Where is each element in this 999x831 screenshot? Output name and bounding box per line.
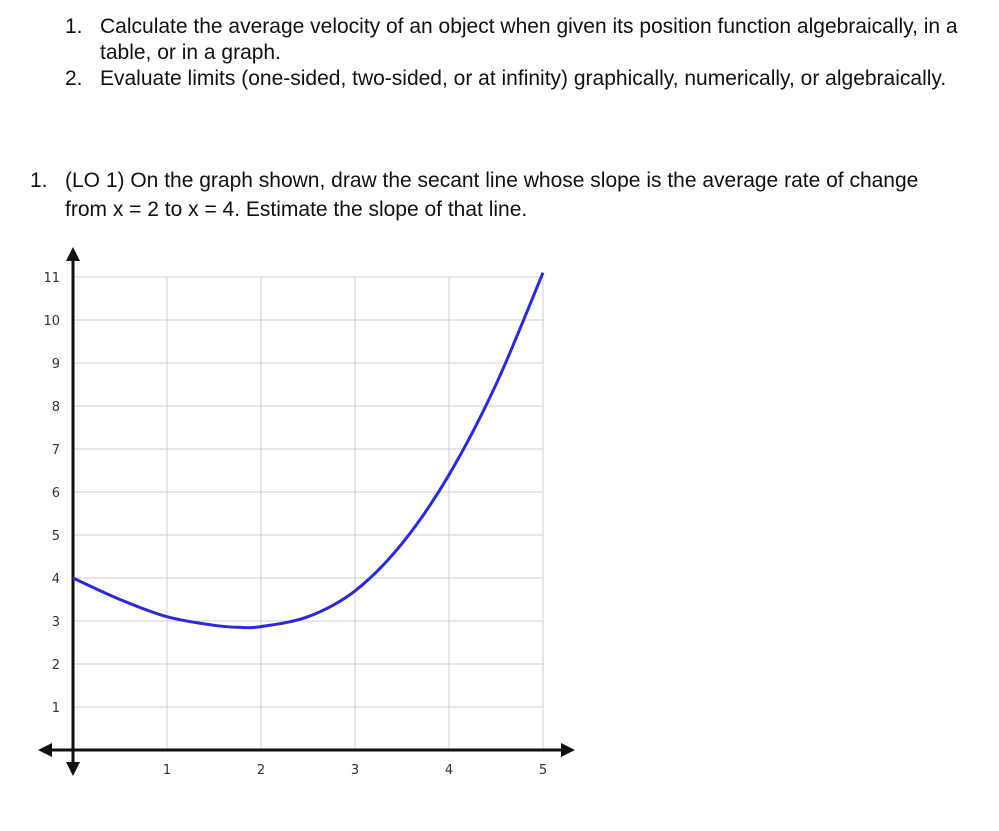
tick-labels: 1 2 3 4 5 1 2 3 4 5 6 7 8 9 10 11 — [43, 271, 547, 778]
objective-item: 1. Calculate the average velocity of an … — [65, 14, 965, 66]
y-tick-label: 5 — [52, 529, 60, 544]
x-tick-label: 3 — [351, 763, 359, 778]
y-tick-label: 10 — [43, 314, 60, 329]
objective-text: Evaluate limits (one-sided, two-sided, o… — [100, 67, 947, 90]
x-axis-arrow-left — [38, 743, 52, 757]
x-axis-arrow-right — [561, 743, 575, 757]
y-tick-label: 8 — [52, 400, 60, 415]
x-tick-label: 4 — [445, 763, 453, 778]
graph-axes — [38, 247, 575, 776]
x-tick-label: 5 — [539, 763, 547, 778]
y-tick-label: 4 — [52, 572, 60, 587]
y-tick-label: 9 — [52, 357, 60, 372]
objective-text: Calculate the average velocity of an obj… — [100, 15, 958, 64]
x-tick-label: 2 — [257, 763, 265, 778]
y-tick-label: 2 — [52, 658, 60, 673]
y-axis-arrow-down — [66, 762, 80, 776]
y-tick-label: 3 — [52, 615, 60, 630]
y-tick-label: 1 — [52, 701, 60, 716]
learning-objectives-list: 1. Calculate the average velocity of an … — [65, 14, 965, 92]
objective-item: 2. Evaluate limits (one-sided, two-sided… — [65, 66, 965, 92]
y-tick-label: 7 — [52, 443, 60, 458]
y-tick-label: 11 — [43, 271, 60, 286]
objective-number: 1. — [65, 15, 83, 38]
objective-number: 2. — [65, 67, 83, 90]
y-axis-arrow-up — [66, 247, 80, 261]
x-tick-label: 1 — [163, 763, 171, 778]
function-curve — [72, 272, 545, 630]
graph-grid — [73, 276, 544, 750]
y-tick-label: 6 — [52, 486, 60, 501]
question-number: 1. — [30, 169, 48, 192]
question-block: 1. (LO 1) On the graph shown, draw the s… — [30, 166, 960, 224]
question-text: (LO 1) On the graph shown, draw the seca… — [65, 169, 919, 221]
